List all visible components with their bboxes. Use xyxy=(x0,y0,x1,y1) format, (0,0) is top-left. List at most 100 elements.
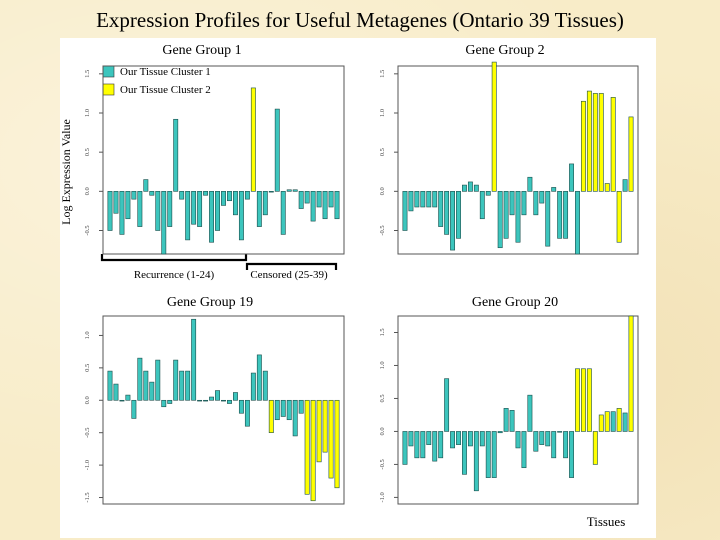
bar xyxy=(610,97,616,192)
bar xyxy=(462,184,467,192)
bar xyxy=(503,408,509,432)
bar xyxy=(580,368,586,432)
bar xyxy=(408,431,414,447)
bar xyxy=(450,431,456,449)
bar xyxy=(420,191,426,208)
bar xyxy=(527,176,533,192)
bar xyxy=(444,378,450,432)
bar xyxy=(185,370,191,401)
bar xyxy=(438,431,444,459)
bar xyxy=(143,179,149,192)
bar xyxy=(250,372,256,401)
y-tick-label: 1.5 xyxy=(379,70,386,78)
bar xyxy=(167,191,173,227)
bar xyxy=(304,399,310,495)
bar xyxy=(215,191,220,231)
bar xyxy=(280,191,286,235)
bar xyxy=(107,370,113,401)
y-tick-label: -0.5 xyxy=(379,459,386,469)
bar xyxy=(515,191,521,243)
chart-panel-2: Gene Group 2 -0.5 0.0 0.5 1.0 1.5 xyxy=(379,43,639,255)
y-tick-label: 0.5 xyxy=(84,148,91,156)
bar xyxy=(262,370,268,401)
bar xyxy=(310,399,316,502)
bar xyxy=(485,191,491,196)
bar xyxy=(137,357,143,401)
bar xyxy=(557,431,563,433)
bar xyxy=(462,431,467,475)
bar xyxy=(179,370,185,401)
bar xyxy=(628,116,634,192)
bar xyxy=(485,431,491,478)
bar xyxy=(580,100,586,192)
bar xyxy=(322,399,328,453)
bar xyxy=(551,431,557,459)
bar xyxy=(473,184,479,192)
bar xyxy=(432,191,438,208)
bar xyxy=(286,399,292,421)
y-tick-label: 1.0 xyxy=(379,109,386,117)
recurrence-bracket: Recurrence (1-24) xyxy=(100,254,248,281)
y-tick-label: 1.5 xyxy=(84,70,91,78)
bar xyxy=(586,90,592,192)
bar xyxy=(274,399,280,421)
bar xyxy=(149,381,155,401)
bar xyxy=(227,191,232,202)
bar xyxy=(286,189,292,192)
bar xyxy=(610,411,616,432)
legend-swatch-cluster1 xyxy=(102,65,115,78)
y-tick-label: -0.5 xyxy=(379,225,386,235)
bar xyxy=(173,118,179,192)
bar xyxy=(426,431,432,445)
bar xyxy=(244,191,250,200)
metagene-charts: Log Expression Value Our Tissue Cluster … xyxy=(60,43,639,529)
y-axis-label: Log Expression Value xyxy=(60,119,73,225)
y-tick-label: 0.0 xyxy=(84,396,91,404)
bar xyxy=(545,431,551,447)
bar xyxy=(539,431,545,445)
bar xyxy=(191,318,197,401)
chart-panel-1: Gene Group 1 -0.5 0.0 0.5 1.0 1.5 xyxy=(84,43,345,255)
bar xyxy=(473,431,479,492)
bar xyxy=(209,396,214,401)
bar xyxy=(467,431,473,447)
bar xyxy=(586,368,592,432)
y-tick-label: 0.5 xyxy=(379,394,386,402)
bar xyxy=(161,191,167,255)
bar xyxy=(125,394,131,401)
bar xyxy=(238,191,244,241)
bar xyxy=(292,189,298,192)
bar xyxy=(616,191,622,243)
y-tick-label: 1.5 xyxy=(379,328,386,336)
bar xyxy=(155,359,161,401)
bar xyxy=(622,412,628,432)
chart-panel-3: Gene Group 19 -1.5 -1.0 -0.5 0.0 0.5 1.0 xyxy=(84,295,345,505)
panel-title: Gene Group 20 xyxy=(472,295,558,310)
bar xyxy=(408,191,414,212)
bar xyxy=(161,399,167,408)
bar xyxy=(414,191,420,208)
bar xyxy=(598,414,604,432)
bar xyxy=(316,191,322,208)
bar xyxy=(322,191,328,220)
bar xyxy=(233,392,238,401)
bar xyxy=(209,191,214,243)
plot-frame xyxy=(397,65,639,255)
bar xyxy=(456,191,461,239)
bar xyxy=(456,431,461,445)
bar xyxy=(197,191,203,227)
panel-title: Gene Group 19 xyxy=(167,295,253,310)
bar xyxy=(292,399,298,437)
slide-title: Expression Profiles for Useful Metagenes… xyxy=(96,8,624,32)
y-tick-label: -0.5 xyxy=(84,225,91,235)
bar xyxy=(539,191,545,204)
bar xyxy=(298,191,304,209)
y-tick-label: 1.0 xyxy=(379,361,386,369)
panel-title: Gene Group 2 xyxy=(465,43,544,58)
bar xyxy=(191,191,197,225)
bar xyxy=(479,191,485,220)
bar xyxy=(438,191,444,227)
bar xyxy=(533,191,539,216)
bar xyxy=(233,191,238,216)
bar xyxy=(628,315,634,432)
